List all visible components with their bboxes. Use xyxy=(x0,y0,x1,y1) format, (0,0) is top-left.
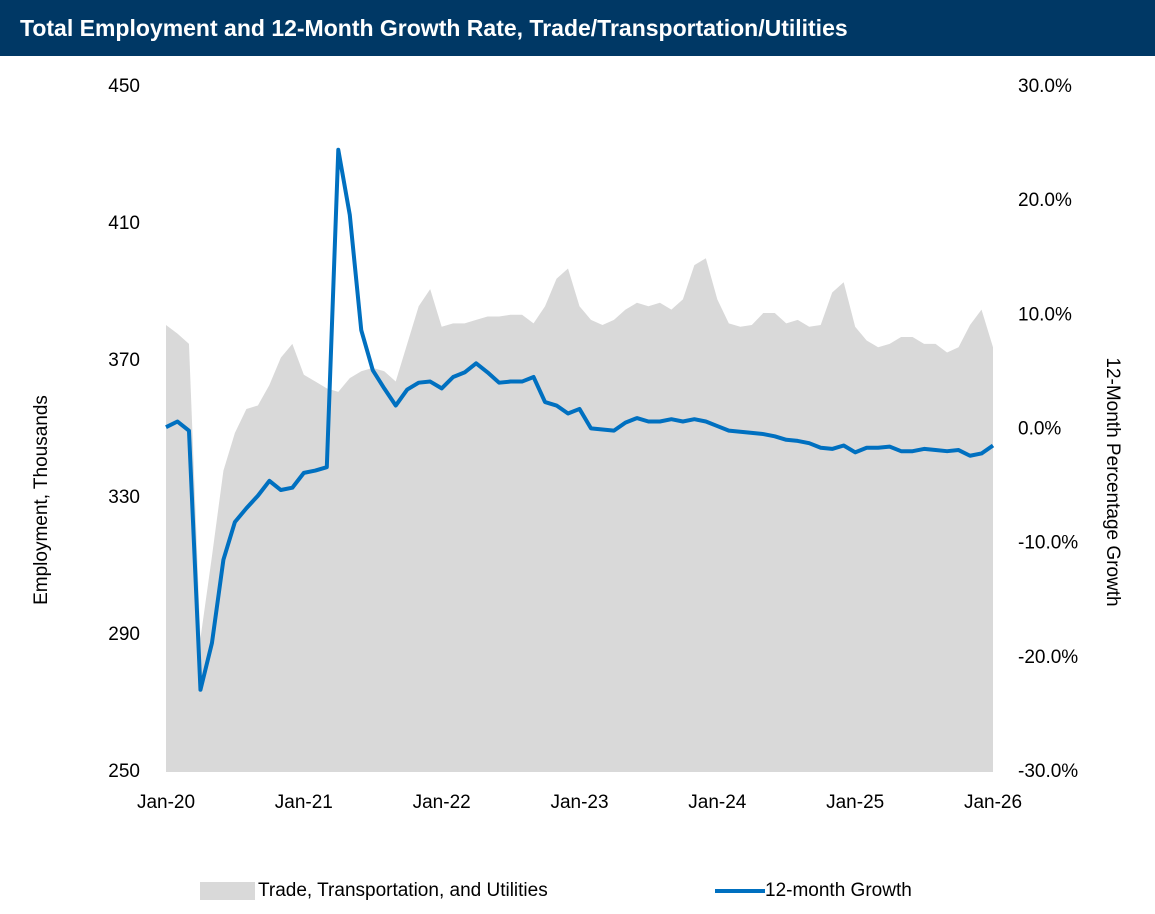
y-tick-label: 290 xyxy=(108,624,140,645)
x-tick-label: Jan-25 xyxy=(826,792,884,813)
y2-axis-label: 12-Month Percentage Growth xyxy=(1102,357,1123,606)
y2-tick-label: -30.0% xyxy=(1018,761,1078,782)
x-tick-label: Jan-22 xyxy=(413,792,471,813)
y-axis-label: Employment, Thousands xyxy=(31,395,52,605)
y-tick-label: 330 xyxy=(108,487,140,508)
y2-tick-label: 0.0% xyxy=(1018,419,1061,440)
x-tick-label: Jan-20 xyxy=(137,792,195,813)
legend-label: 12-month Growth xyxy=(765,880,912,901)
x-tick-label: Jan-26 xyxy=(964,792,1022,813)
y-tick-label: 370 xyxy=(108,350,140,371)
x-tick-label: Jan-23 xyxy=(550,792,608,813)
y2-tick-label: 30.0% xyxy=(1018,76,1072,97)
y2-tick-label: 20.0% xyxy=(1018,190,1072,211)
line xyxy=(165,147,995,692)
chart-title: Total Employment and 12-Month Growth Rat… xyxy=(20,15,848,41)
title-bar xyxy=(0,0,1155,56)
y2-tick-label: -10.0% xyxy=(1018,533,1078,554)
y-tick-label: 250 xyxy=(108,761,140,782)
x-tick-label: Jan-24 xyxy=(688,792,747,813)
y-tick-label: 410 xyxy=(108,213,140,234)
y2-tick-label: -20.0% xyxy=(1018,647,1078,668)
y2-tick-label: 10.0% xyxy=(1018,304,1072,325)
x-tick-label: Jan-21 xyxy=(275,792,333,813)
legend-swatch xyxy=(200,882,255,900)
y-tick-label: 450 xyxy=(108,76,140,97)
area xyxy=(166,258,993,772)
legend-label: Trade, Transportation, and Utilities xyxy=(258,880,548,901)
